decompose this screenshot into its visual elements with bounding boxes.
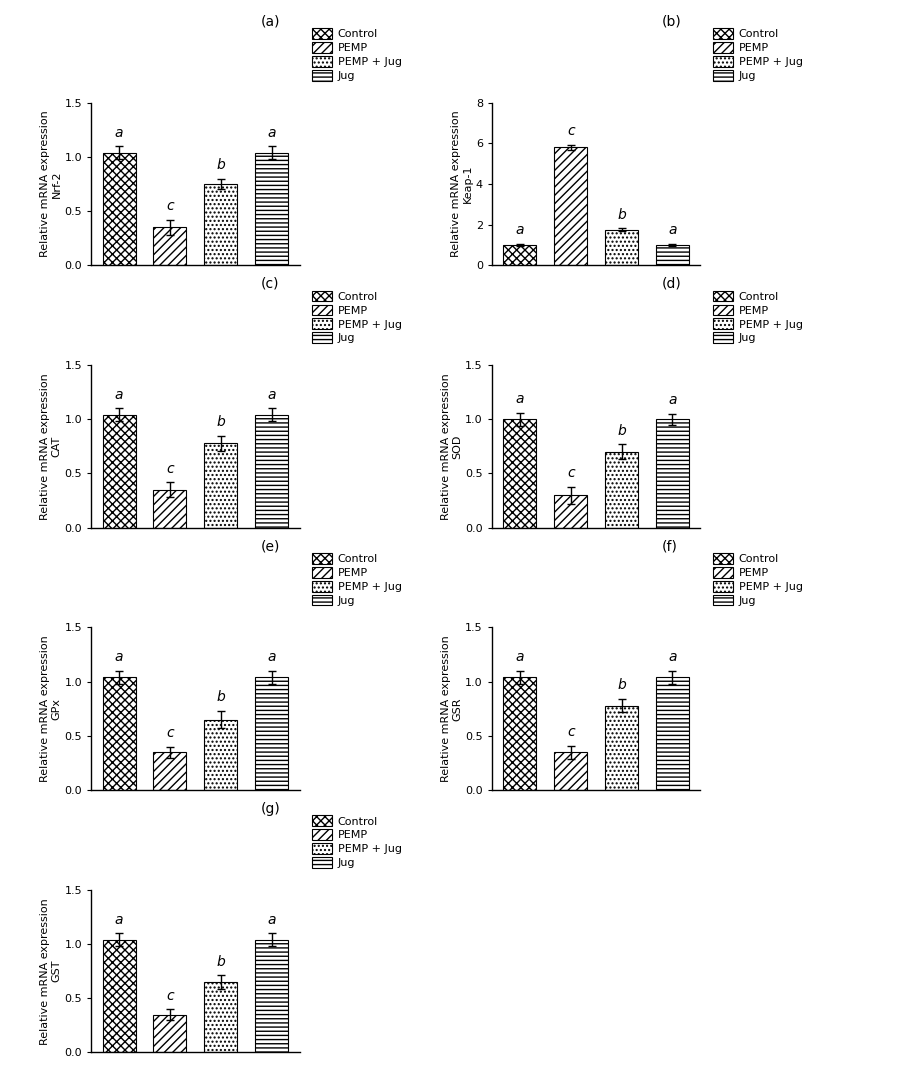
Text: b: b xyxy=(618,424,626,438)
Bar xyxy=(656,677,689,790)
Text: a: a xyxy=(115,126,123,140)
Text: b: b xyxy=(217,955,225,969)
Y-axis label: Relative mRNA expression
Keap-1: Relative mRNA expression Keap-1 xyxy=(452,110,473,258)
Bar xyxy=(605,705,638,790)
Bar xyxy=(255,153,288,265)
Text: a: a xyxy=(668,224,677,237)
Text: a: a xyxy=(115,388,123,401)
Text: (d): (d) xyxy=(661,277,681,291)
Text: a: a xyxy=(668,650,677,664)
Bar xyxy=(554,752,588,790)
Text: c: c xyxy=(166,726,174,740)
Bar xyxy=(204,444,237,528)
Text: a: a xyxy=(516,224,524,237)
Legend: Control, PEMP, PEMP + Jug, Jug: Control, PEMP, PEMP + Jug, Jug xyxy=(311,552,403,607)
Text: (f): (f) xyxy=(661,539,677,553)
Bar xyxy=(554,147,588,265)
Text: c: c xyxy=(166,462,174,476)
Y-axis label: Relative mRNA expression
Nrf-2: Relative mRNA expression Nrf-2 xyxy=(40,110,62,258)
Text: a: a xyxy=(267,650,276,664)
Text: b: b xyxy=(618,208,626,222)
Y-axis label: Relative mRNA expression
SOD: Relative mRNA expression SOD xyxy=(441,373,463,519)
Legend: Control, PEMP, PEMP + Jug, Jug: Control, PEMP, PEMP + Jug, Jug xyxy=(311,815,403,869)
Text: a: a xyxy=(267,126,276,140)
Text: b: b xyxy=(217,415,225,430)
Text: a: a xyxy=(516,393,524,406)
Bar xyxy=(255,677,288,790)
Text: (b): (b) xyxy=(661,14,681,28)
Legend: Control, PEMP, PEMP + Jug, Jug: Control, PEMP, PEMP + Jug, Jug xyxy=(311,290,403,344)
Legend: Control, PEMP, PEMP + Jug, Jug: Control, PEMP, PEMP + Jug, Jug xyxy=(311,27,403,82)
Bar xyxy=(103,153,136,265)
Text: c: c xyxy=(567,466,575,480)
Bar xyxy=(605,229,638,265)
Text: c: c xyxy=(567,124,575,138)
Bar xyxy=(103,939,136,1053)
Bar xyxy=(204,184,237,265)
Text: (c): (c) xyxy=(261,277,279,291)
Bar xyxy=(554,496,588,528)
Text: b: b xyxy=(217,158,225,172)
Bar xyxy=(204,720,237,790)
Legend: Control, PEMP, PEMP + Jug, Jug: Control, PEMP, PEMP + Jug, Jug xyxy=(711,290,804,344)
Y-axis label: Relative mRNA expression
CAT: Relative mRNA expression CAT xyxy=(40,373,62,519)
Bar xyxy=(153,490,187,528)
Text: b: b xyxy=(217,690,225,704)
Bar xyxy=(504,419,537,528)
Bar xyxy=(656,245,689,265)
Text: a: a xyxy=(516,650,524,664)
Y-axis label: Relative mRNA expression
GPx: Relative mRNA expression GPx xyxy=(40,635,62,782)
Text: c: c xyxy=(166,989,174,1003)
Text: (a): (a) xyxy=(261,14,280,28)
Text: a: a xyxy=(668,394,677,407)
Y-axis label: Relative mRNA expression
GSR: Relative mRNA expression GSR xyxy=(441,635,463,782)
Bar xyxy=(255,414,288,528)
Text: a: a xyxy=(115,650,123,664)
Text: c: c xyxy=(166,199,174,213)
Bar xyxy=(255,939,288,1053)
Legend: Control, PEMP, PEMP + Jug, Jug: Control, PEMP, PEMP + Jug, Jug xyxy=(711,552,804,607)
Text: (g): (g) xyxy=(261,802,281,816)
Bar xyxy=(153,227,187,265)
Bar xyxy=(204,982,237,1053)
Text: a: a xyxy=(267,388,276,401)
Text: c: c xyxy=(567,725,575,739)
Bar xyxy=(103,677,136,790)
Bar xyxy=(656,419,689,528)
Bar xyxy=(103,414,136,528)
Text: a: a xyxy=(115,913,123,926)
Bar xyxy=(605,452,638,528)
Bar xyxy=(504,677,537,790)
Bar xyxy=(153,1015,187,1053)
Bar xyxy=(153,752,187,790)
Text: b: b xyxy=(618,678,626,692)
Text: a: a xyxy=(267,913,276,926)
Legend: Control, PEMP, PEMP + Jug, Jug: Control, PEMP, PEMP + Jug, Jug xyxy=(711,27,804,82)
Bar xyxy=(504,245,537,265)
Text: (e): (e) xyxy=(261,539,280,553)
Y-axis label: Relative mRNA expression
GST: Relative mRNA expression GST xyxy=(40,898,62,1044)
